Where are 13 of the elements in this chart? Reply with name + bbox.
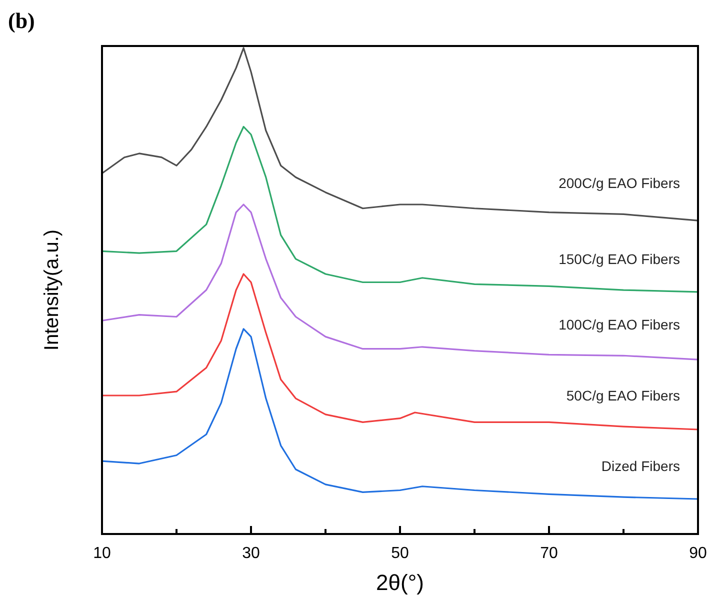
series-label: 200C/g EAO Fibers bbox=[558, 175, 680, 192]
x-tick-label: 10 bbox=[93, 545, 111, 562]
series-label: 50C/g EAO Fibers bbox=[566, 388, 680, 404]
x-tick-label: 30 bbox=[242, 545, 260, 562]
series-label: Dized Fibers bbox=[601, 458, 680, 474]
y-axis-title: Intensity(a.u.) bbox=[41, 229, 63, 351]
text: (b) bbox=[8, 8, 35, 33]
series-label: 100C/g EAO Fibers bbox=[558, 316, 680, 333]
x-tick-label: 70 bbox=[540, 545, 558, 562]
x-tick-label: 90 bbox=[689, 545, 707, 562]
x-axis-title: 2θ(°) bbox=[376, 570, 424, 595]
x-tick-label: 50 bbox=[391, 545, 409, 562]
series-label: 150C/g EAO Fibers bbox=[558, 251, 680, 268]
